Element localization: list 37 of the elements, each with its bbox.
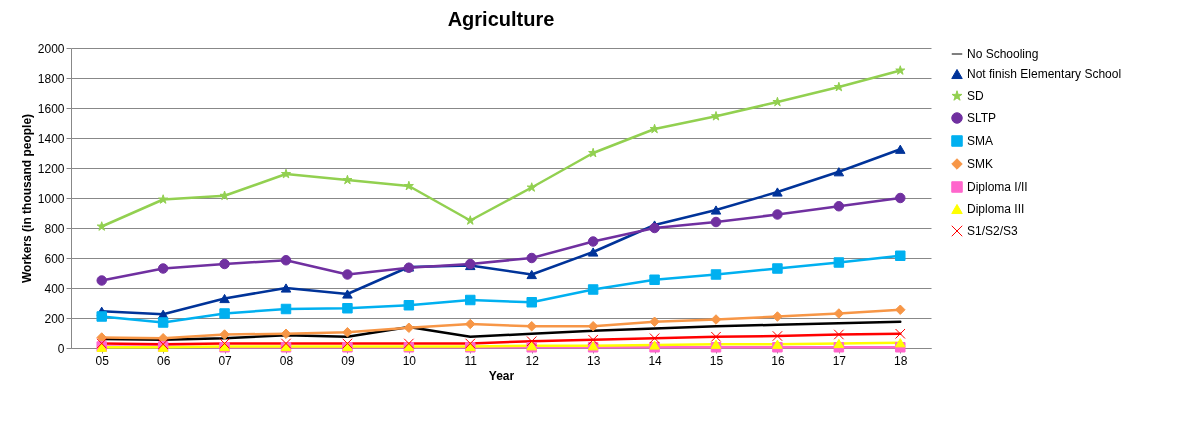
y-tick-label: 1000: [37, 191, 65, 206]
y-tick-label: 1600: [37, 101, 65, 116]
y-tick-label: 1400: [37, 131, 65, 146]
y-tick-label: 400: [44, 281, 65, 296]
y-tick-label: 2000: [37, 41, 65, 56]
y-axis-title: Workers (in thousand people): [19, 113, 34, 284]
y-tick-label: 1200: [37, 161, 65, 176]
legend-label: Diploma III: [967, 202, 1025, 216]
legend-label: SLTP: [967, 111, 997, 125]
x-tick-label: 17: [832, 353, 847, 368]
x-tick-label: 06: [156, 353, 171, 368]
x-tick-label: 12: [525, 353, 540, 368]
y-tick-label: 600: [44, 251, 65, 266]
y-tick-label: 200: [44, 311, 65, 326]
y-tick-label: 0: [57, 341, 65, 356]
legend-label: No Schooling: [967, 47, 1039, 61]
x-tick-label: 14: [648, 353, 663, 368]
x-tick-label: 13: [586, 353, 601, 368]
x-tick-label: 10: [402, 353, 417, 368]
x-tick-label: 16: [771, 353, 785, 368]
chart-title: Agriculture: [447, 8, 555, 30]
legend-label: SMA: [967, 134, 994, 148]
legend-label: Diploma I/II: [967, 180, 1028, 194]
x-tick-label: 07: [218, 353, 233, 368]
legend-label: SD: [967, 89, 984, 103]
x-tick-label: 08: [279, 353, 294, 368]
x-axis-title: Year: [488, 368, 515, 383]
x-tick-label: 11: [464, 353, 478, 368]
x-tick-label: 18: [894, 353, 908, 368]
x-tick-label: 09: [341, 353, 355, 368]
legend-label: Not finish Elementary School: [967, 67, 1122, 81]
legend-label: SMK: [967, 157, 994, 171]
y-tick-label: 1800: [37, 71, 65, 86]
x-tick-label: 05: [95, 353, 110, 368]
x-tick-label: 15: [709, 353, 724, 368]
legend-label: S1/S2/S3: [967, 224, 1019, 238]
y-tick-label: 800: [44, 221, 65, 236]
